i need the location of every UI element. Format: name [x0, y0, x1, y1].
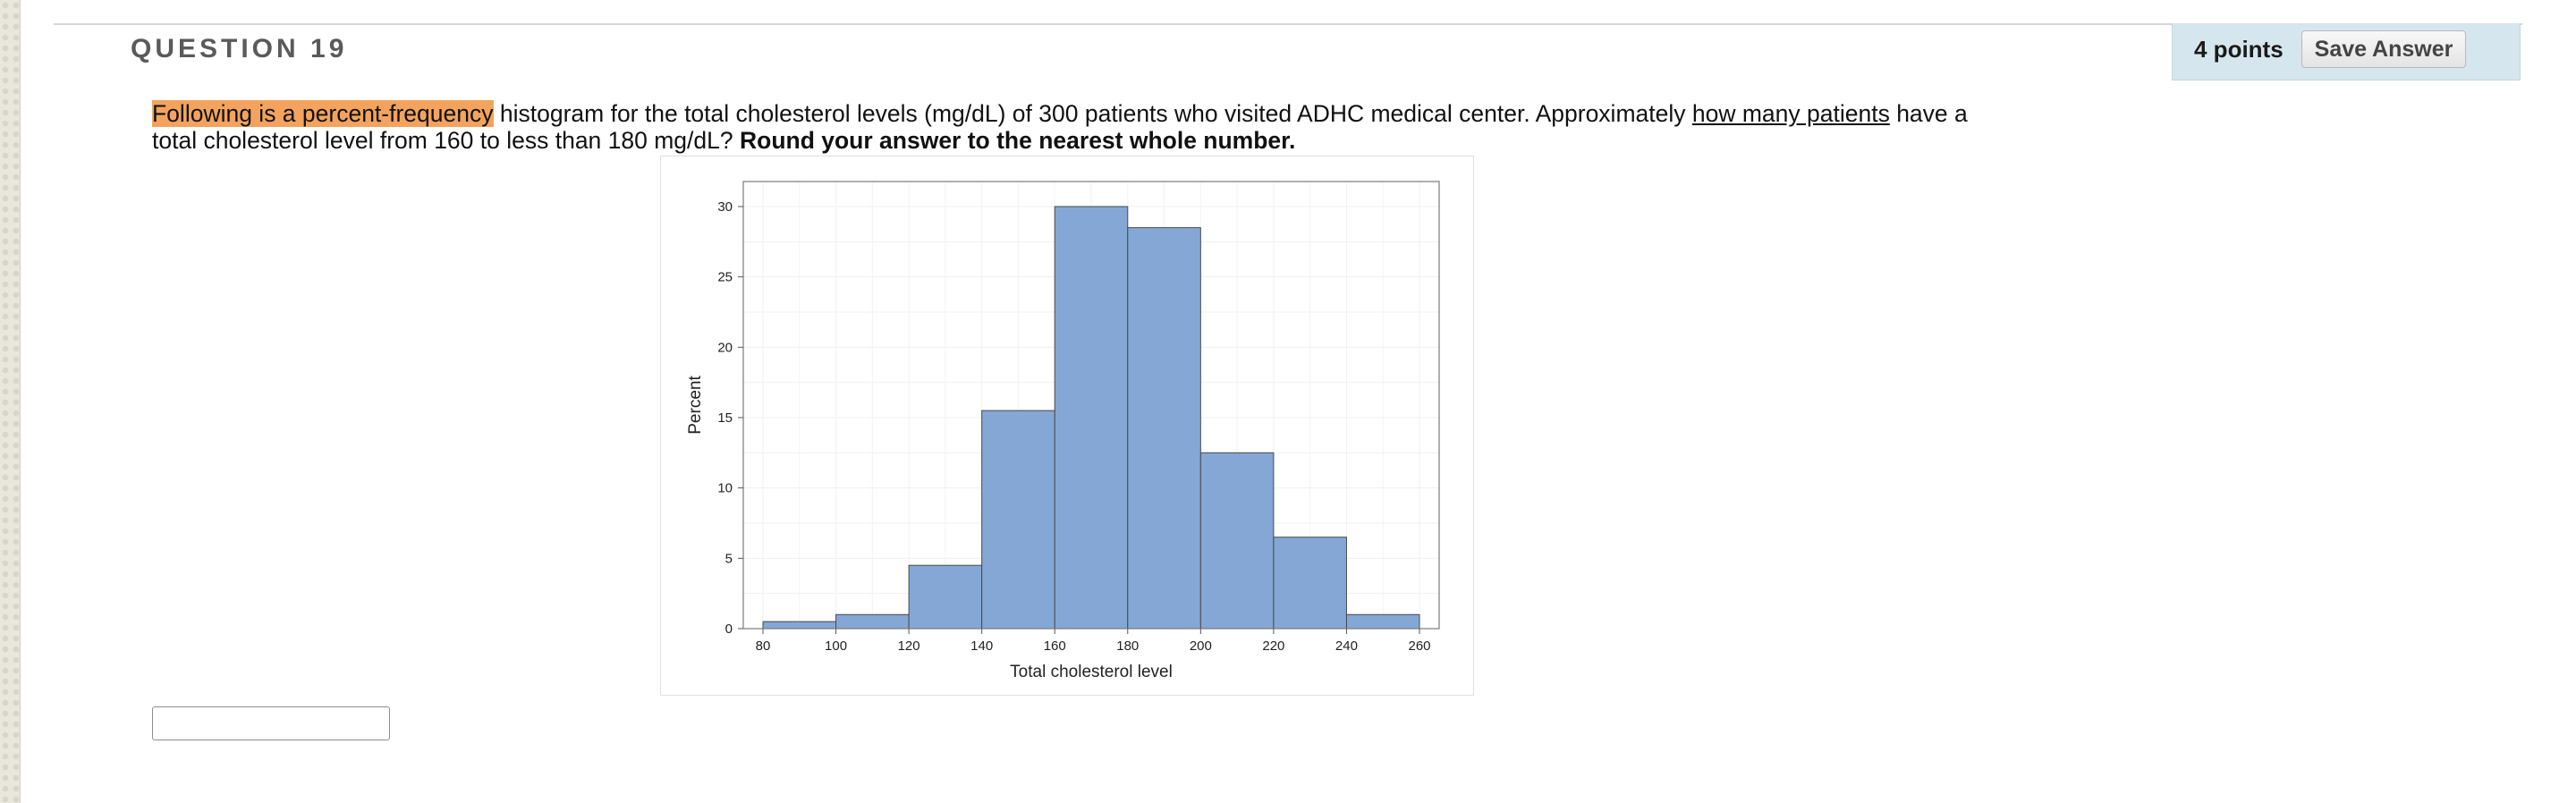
- histogram-bar: [1273, 537, 1347, 630]
- y-tick-label: 0: [725, 621, 733, 637]
- plot-border: [742, 181, 1440, 630]
- answer-input[interactable]: [152, 706, 390, 740]
- question-text-part-2: have a total cholesterol level from 160 …: [152, 100, 1968, 154]
- histogram-chart: 0 5 10 15 20 25 30 80 100 120 140 160 180 200 220 240 26…: [660, 156, 1474, 696]
- y-tick-label: 10: [717, 481, 733, 496]
- y-tick-label: 20: [717, 340, 733, 355]
- histogram-svg: 0 5 10 15 20 25 30 80 100 120 140 160 180 200 220 240 26…: [686, 181, 1440, 681]
- x-tick-label: 240: [1335, 638, 1358, 654]
- histogram-bar: [981, 410, 1055, 630]
- x-tick-label: 80: [756, 638, 771, 654]
- points-panel: 4 points Save Answer: [2172, 23, 2521, 80]
- x-axis-title: Total cholesterol level: [1010, 663, 1173, 681]
- highlighted-text: Following is a percent-frequency: [152, 100, 494, 127]
- left-page-border: [0, 0, 21, 803]
- rounding-instruction: Round your answer to the nearest whole n…: [740, 127, 1296, 154]
- histogram-bar: [908, 564, 983, 630]
- x-tick-label: 220: [1262, 638, 1284, 654]
- x-tick-label: 180: [1116, 638, 1139, 654]
- histogram-bar: [1054, 206, 1129, 630]
- x-tick-label: 200: [1190, 638, 1212, 654]
- y-tick-label: 30: [717, 199, 733, 215]
- histogram-bar: [835, 613, 910, 630]
- x-tick-label: 100: [825, 638, 847, 654]
- y-tick-label: 5: [725, 551, 733, 566]
- histogram-bar: [1345, 613, 1420, 630]
- question-title: QUESTION 19: [131, 34, 348, 63]
- y-axis-title: Percent: [686, 376, 705, 435]
- question-text: Following is a percent-frequency histogr…: [152, 100, 2004, 154]
- save-answer-button[interactable]: Save Answer: [2301, 30, 2466, 68]
- x-tick-label: 120: [898, 638, 920, 654]
- histogram-bar: [1199, 452, 1275, 630]
- histogram-bar: [1127, 227, 1201, 630]
- question-text-part-1: histogram for the total cholesterol leve…: [493, 100, 1692, 127]
- y-tick-label: 15: [717, 410, 733, 426]
- underlined-text: how many patients: [1691, 100, 1890, 127]
- y-tick-label: 25: [717, 270, 733, 285]
- x-tick-label: 140: [970, 638, 993, 654]
- question-divider: [54, 23, 2522, 25]
- x-tick-label: 160: [1044, 638, 1066, 654]
- points-label: 4 points: [2194, 36, 2284, 63]
- x-tick-label: 260: [1408, 638, 1430, 654]
- histogram-bar: [762, 621, 837, 630]
